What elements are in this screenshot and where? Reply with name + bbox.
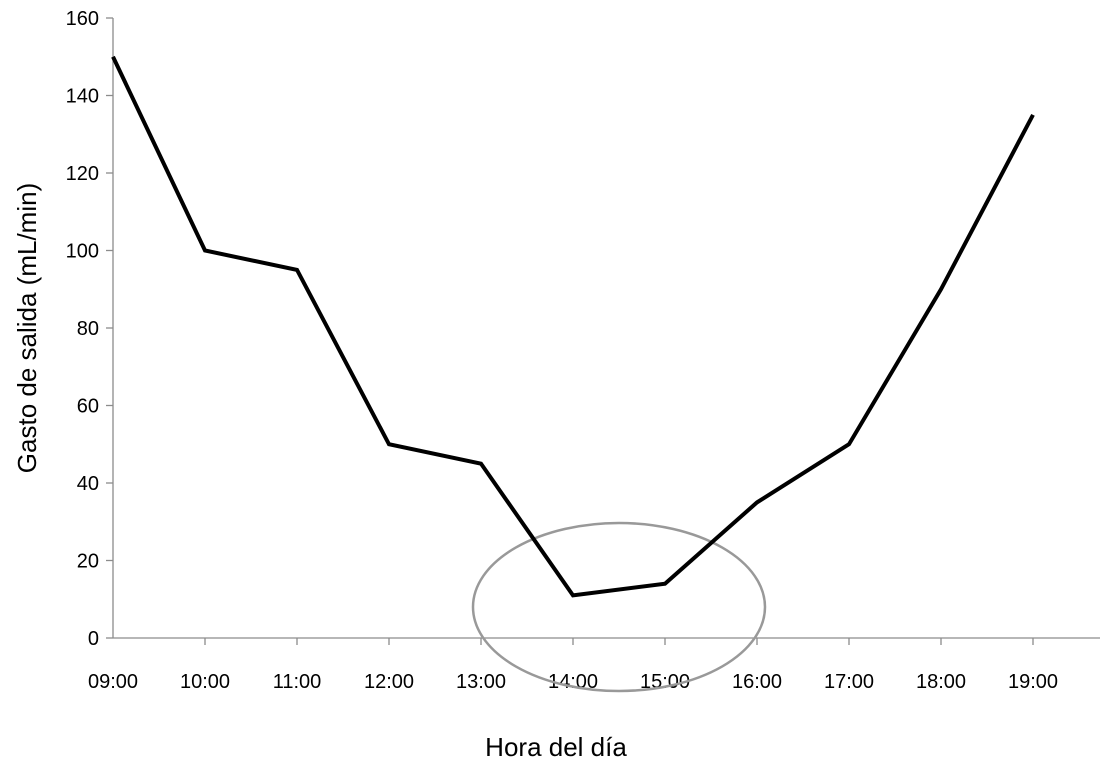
y-tick-label: 100	[66, 241, 99, 263]
y-tick-label: 140	[66, 86, 99, 108]
x-tick-label: 11:00	[273, 671, 322, 693]
y-tick-label: 40	[77, 473, 99, 495]
y-axis-title: Gasto de salida (mL/min)	[12, 183, 42, 473]
x-tick-label: 09:00	[88, 671, 138, 693]
y-tick-label: 20	[77, 551, 99, 573]
series-line	[111, 55, 1035, 598]
series-layer	[111, 55, 1035, 598]
x-tick-label: 16:00	[732, 671, 782, 693]
annotation-layer	[471, 521, 767, 693]
highlight-ellipse	[471, 521, 767, 693]
x-axis: 09:00 10:00 11:00 12:00 13:00 14:00 15:00 16:00…	[88, 637, 1100, 693]
x-tick-label: 18:00	[916, 671, 966, 693]
x-tick-label: 15:00	[640, 671, 690, 693]
x-axis-title: Hora del día	[485, 732, 627, 762]
y-tick-label: 60	[77, 396, 99, 418]
x-tick-label: 10:00	[180, 671, 230, 693]
y-tick-label: 160	[66, 8, 99, 30]
x-tick-label: 17:00	[824, 671, 874, 693]
x-tick-label: 19:00	[1008, 671, 1058, 693]
y-tick-label: 80	[77, 318, 99, 340]
y-axis: 0 20 40 60 80 100 120 140 160	[66, 8, 114, 650]
y-tick-label: 120	[66, 163, 99, 185]
x-tick-label: 13:00	[456, 671, 506, 693]
x-tick-label: 12:00	[364, 671, 414, 693]
y-tick-label: 0	[88, 628, 99, 650]
x-tick-label: 14:00	[548, 671, 598, 693]
